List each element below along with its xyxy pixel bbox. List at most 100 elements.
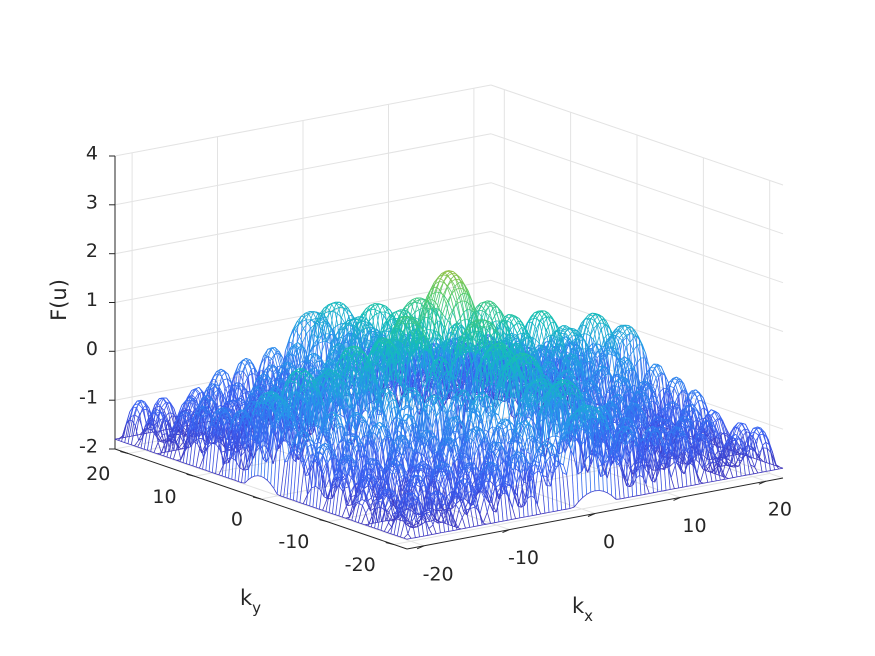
surface-mesh-line-y (221, 372, 226, 377)
surface-mesh-line-x (266, 348, 272, 356)
surface-mesh-line-y (315, 320, 319, 323)
surface-mesh-line-y (121, 441, 125, 443)
surface-mesh-line-x (188, 399, 193, 405)
surface-mesh-line-y (234, 390, 239, 399)
surface-mesh-line-x (202, 406, 207, 408)
surface-mesh-line-y (187, 395, 191, 398)
surface-mesh-line-x (244, 388, 249, 405)
surface-mesh-line-y (237, 371, 242, 376)
surface-mesh-line-y (357, 322, 361, 324)
surface-mesh-line-x (216, 368, 221, 372)
surface-mesh-line-y (118, 439, 122, 442)
surface-mesh-line-y (308, 313, 313, 321)
surface-mesh-line-y (267, 372, 272, 384)
z-tick-label: 3 (86, 191, 98, 213)
surface-mesh-line-x (125, 411, 131, 426)
surface-mesh-line-x (299, 316, 305, 323)
surface-mesh-line-y (183, 414, 188, 425)
surface-mesh-line-x (193, 398, 198, 408)
surface-mesh-line-y (322, 312, 327, 319)
surface-mesh-line-x (263, 349, 269, 357)
surface-mesh-line-x (215, 372, 221, 381)
surface-mesh-line-x (300, 346, 306, 350)
surface-mesh-line-y (297, 316, 302, 325)
surface-mesh-line-x (143, 408, 148, 411)
surface-mesh-line-x (161, 402, 166, 408)
surface-mesh-line-x (318, 312, 324, 322)
surface-mesh-line-x (292, 348, 298, 357)
y-tick-label: -10 (278, 531, 309, 553)
surface-mesh-line-y (244, 365, 249, 377)
surface-mesh-line-x (158, 434, 164, 443)
surface-mesh-line-y (131, 444, 135, 447)
surface-mesh-line-x (326, 303, 332, 308)
surface-mesh-line-y (339, 301, 344, 308)
surface-mesh-line-y (171, 429, 176, 439)
y-tick (120, 451, 129, 454)
surface-mesh-line-y (218, 385, 223, 393)
surface-mesh-line-y (258, 379, 263, 400)
surface-mesh-line-x (154, 398, 160, 405)
surface-mesh-line-x (158, 418, 164, 421)
surface-mesh-line-x (213, 389, 218, 394)
surface-mesh-line-x (265, 360, 271, 377)
surface-mesh-line-x (184, 397, 190, 403)
surface-mesh-line-y (318, 320, 323, 327)
surface-mesh-line-y (150, 451, 155, 453)
surface-mesh-line-x (140, 426, 146, 449)
surface-mesh-line-y (114, 438, 119, 441)
surface-mesh-line-x (267, 366, 273, 374)
surface-mesh-line-y (135, 407, 140, 415)
surface-mesh-line-y (161, 397, 166, 403)
surface-mesh-line-x (296, 346, 302, 350)
surface-mesh-line-x (304, 313, 309, 318)
surface-mesh-line-x (134, 440, 139, 447)
surface-mesh-line-y (149, 412, 154, 428)
surface-mesh-line-x (295, 322, 301, 331)
surface-mesh-line-x (339, 301, 344, 305)
surface-mesh-line-x (211, 379, 217, 397)
surface-mesh-line-x (236, 375, 242, 403)
surface-mesh-line-y (169, 402, 174, 414)
surface-mesh-line-x (145, 426, 151, 431)
surface-mesh-line-x (231, 382, 237, 389)
surface-mesh-line-x (337, 323, 343, 326)
grid-line-sidewall-z (490, 231, 784, 332)
grid-line-backwall-z (114, 279, 492, 352)
surface-mesh-line-y (317, 339, 322, 355)
surface-mesh-line-x (317, 326, 323, 340)
surface-mesh-line-x (135, 434, 141, 436)
surface-mesh-line-x (284, 353, 290, 370)
surface-mesh-line-y (147, 449, 151, 452)
surface-mesh-line-x (226, 404, 232, 420)
x-tick (502, 529, 510, 534)
surface-mesh-line-x (291, 330, 297, 344)
surface-mesh-line-y (159, 411, 164, 419)
surface-mesh-line-y (288, 342, 292, 344)
surface-mesh-line-x (168, 412, 174, 414)
z-tick-label: 2 (86, 240, 98, 262)
surface-mesh-line-x (292, 321, 298, 330)
surface-mesh-line-x (192, 395, 197, 400)
surface-mesh-line-x (247, 372, 253, 377)
surface-mesh-line-x (190, 388, 196, 397)
surface-mesh-line-y (295, 330, 300, 337)
surface-mesh-line-y (252, 364, 257, 376)
surface-mesh-line-y (278, 353, 282, 366)
surface-mesh-line-y (131, 420, 136, 427)
surface-mesh-line-y (133, 406, 137, 408)
surface-mesh-line-y (124, 442, 129, 445)
surface-mesh-line-y (314, 334, 319, 340)
surface-mesh-line-y (323, 322, 327, 342)
surface-mesh-line-y (246, 359, 251, 362)
surface-mesh-line-x (219, 370, 225, 373)
surface-mesh-line-y (192, 399, 197, 412)
surface-mesh-line-x (124, 420, 130, 443)
z-tick-label: -1 (79, 387, 98, 409)
surface-mesh-line-y (240, 382, 244, 387)
surface-mesh-line-y (324, 304, 329, 314)
surface-mesh-line-x (256, 386, 261, 388)
surface-mesh-line-x (159, 410, 165, 415)
